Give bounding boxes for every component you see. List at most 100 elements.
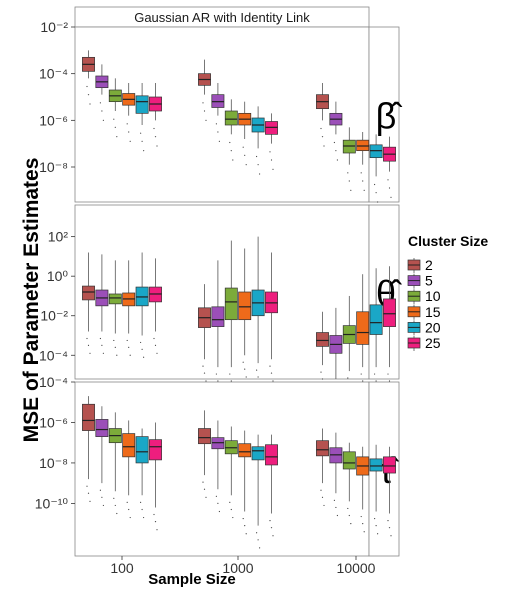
box-body: [383, 456, 396, 474]
outlier-point: [347, 377, 349, 379]
y-axis-label: MSE of Parameter Estimates: [20, 158, 43, 443]
x-axis-label: Sample Size: [148, 571, 236, 588]
outlier-point: [336, 159, 338, 161]
outlier-point: [116, 354, 118, 356]
outlier-point: [102, 352, 104, 354]
series-20-boxes: [135, 428, 383, 549]
outlier-point: [153, 337, 155, 340]
outlier-point: [375, 192, 377, 194]
outlier-point: [244, 154, 246, 156]
box-2-100: [82, 252, 95, 354]
outlier-point: [321, 378, 324, 380]
series-5-boxes: [95, 254, 343, 402]
box-20-10000: [369, 444, 383, 535]
series-15-boxes: [122, 248, 370, 390]
box-15-100: [122, 420, 136, 519]
box-15-100: [122, 260, 136, 356]
outlier-point: [256, 532, 258, 534]
box-25-1000: [265, 434, 278, 537]
outlier-point: [333, 499, 335, 501]
outlier-point: [218, 510, 220, 513]
box-body: [383, 298, 396, 327]
box-20-100: [135, 428, 149, 519]
box-body: [95, 419, 109, 437]
outlier-point: [259, 173, 261, 175]
box-10-1000: [224, 240, 238, 390]
outlier-point: [230, 508, 232, 511]
outlier-point: [257, 539, 259, 541]
box-10-10000: [342, 442, 356, 525]
series-5-boxes: [95, 406, 343, 517]
box-15-1000: [238, 101, 252, 166]
outlier-point: [320, 127, 322, 130]
outlier-point: [390, 535, 392, 537]
outlier-point: [154, 344, 157, 346]
outlier-point: [102, 504, 104, 507]
y-tick-label: 10⁻²: [40, 19, 68, 35]
panel-border: [74, 26, 370, 203]
outlier-point: [205, 380, 207, 382]
outlier-point: [202, 481, 204, 483]
outlier-point: [205, 119, 207, 121]
outlier-point: [128, 508, 130, 511]
outlier-point: [374, 373, 376, 375]
box-body: [251, 446, 265, 461]
facet-panel-3: τ̂10⁻⁴10⁻⁶10⁻⁸10⁻¹⁰: [35, 374, 400, 557]
box-body: [149, 439, 162, 461]
box-10-10000: [342, 127, 356, 191]
box-body: [108, 293, 122, 305]
box-body: [82, 403, 95, 431]
box-10-100: [108, 260, 122, 356]
outlier-point: [153, 513, 155, 516]
legend-label: 2: [425, 257, 433, 273]
outlier-point: [215, 123, 217, 125]
outlier-point: [347, 172, 349, 174]
box-20-1000: [251, 434, 265, 549]
box-20-1000: [251, 236, 265, 386]
outlier-point: [86, 337, 88, 340]
box-2-100: [82, 50, 95, 105]
box-2-10000: [316, 83, 329, 147]
outlier-point: [321, 496, 324, 498]
outlier-point: [270, 372, 273, 374]
outlier-point: [99, 337, 101, 340]
outlier-point: [335, 506, 337, 509]
outlier-point: [245, 164, 247, 166]
series-20-boxes: [135, 83, 383, 203]
box-25-1000: [265, 252, 278, 382]
outlier-point: [362, 180, 364, 182]
box-25-1000: [265, 113, 278, 170]
box-body: [224, 287, 238, 321]
outlier-point: [116, 136, 118, 138]
box-25-100: [149, 422, 162, 531]
outlier-point: [333, 141, 335, 144]
box-20-10000: [369, 134, 383, 203]
outlier-point: [244, 368, 246, 370]
box-20-100: [135, 252, 149, 358]
outlier-point: [374, 183, 376, 186]
outlier-point: [215, 373, 217, 375]
box-5-10000: [329, 101, 343, 161]
outlier-point: [269, 519, 271, 522]
box-body: [135, 95, 149, 114]
y-tick-label: 10⁻⁴: [39, 374, 68, 390]
box-5-1000: [211, 420, 225, 513]
series-2-boxes: [82, 50, 329, 147]
series-25-boxes: [149, 252, 396, 390]
legend-item-10: 10: [407, 288, 441, 305]
box-body: [238, 291, 252, 321]
legend-item-25: 25: [407, 335, 441, 351]
outlier-point: [229, 141, 231, 144]
box-2-1000: [198, 410, 211, 498]
outlier-point: [269, 365, 271, 367]
outlier-point: [217, 131, 219, 133]
legend-label: 25: [425, 335, 441, 351]
box-20-10000: [369, 268, 383, 390]
y-tick-label: 10⁻⁴: [39, 347, 68, 363]
legend-item-20: 20: [407, 319, 441, 336]
outlier-point: [350, 523, 352, 525]
outlier-point: [87, 94, 90, 96]
outlier-point: [140, 341, 142, 344]
